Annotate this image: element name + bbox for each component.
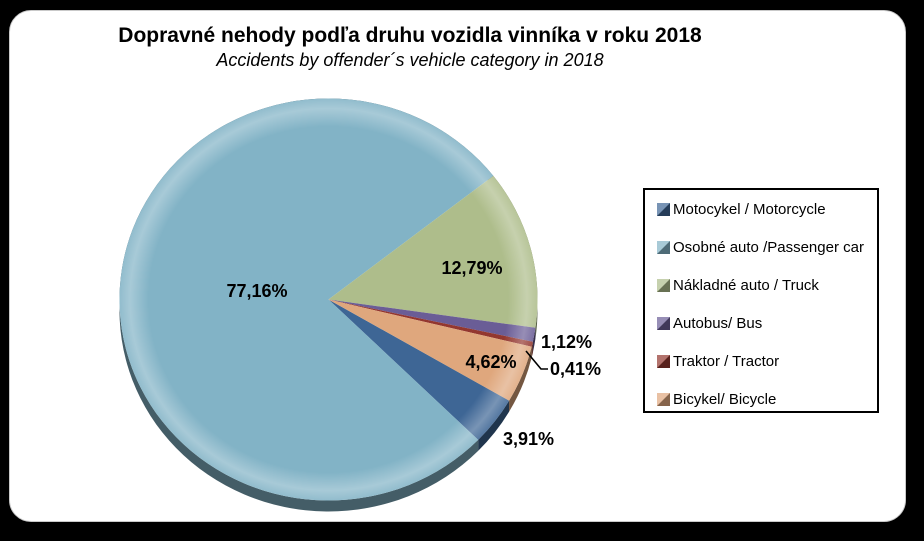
legend-label: Bicykel/ Bicycle xyxy=(673,390,777,408)
legend-label: Autobus/ Bus xyxy=(673,314,763,332)
pie-overlay xyxy=(119,98,548,501)
legend-item-passenger-car: Osobné auto /Passenger car xyxy=(657,228,877,266)
pie-chart: 3,91% 77,16% 12,79% 1,12% 0,41% 4,62% xyxy=(119,98,601,512)
legend-item-tractor: Traktor / Tractor xyxy=(657,342,877,380)
legend-swatch-tractor xyxy=(657,354,670,368)
pie-slice-label: 1,12% xyxy=(541,332,592,352)
pie-slice-side xyxy=(509,346,532,412)
legend-swatch-bus xyxy=(657,316,670,330)
chart-title: Dopravné nehody podľa druhu vozidla vinn… xyxy=(118,24,702,47)
pie-slice-label: 77,16% xyxy=(226,281,287,301)
legend-label: Motocykel / Motorcycle xyxy=(673,200,826,218)
pie-slice-label: 4,62% xyxy=(465,352,516,372)
label-leader-line xyxy=(525,350,548,370)
chart-subtitle: Accidents by offender´s vehicle category… xyxy=(216,50,604,71)
legend-label: Nákladné auto / Truck xyxy=(673,276,819,294)
legend: Motocykel / Motorcycle Osobné auto /Pass… xyxy=(643,188,879,413)
legend-label: Traktor / Tractor xyxy=(673,352,780,370)
legend-item-truck: Nákladné auto / Truck xyxy=(657,266,877,304)
legend-swatch-bicycle xyxy=(657,392,670,406)
legend-label: Osobné auto /Passenger car xyxy=(673,238,864,256)
title-block: Dopravné nehody podľa druhu vozidla vinn… xyxy=(10,23,810,71)
pie-slice-label: 3,91% xyxy=(503,429,554,449)
legend-item-bicycle: Bicykel/ Bicycle xyxy=(657,380,877,411)
pie-slice-side xyxy=(532,327,536,353)
legend-swatch-passenger-car xyxy=(657,240,670,254)
pie-slice-label: 0,41% xyxy=(550,359,601,379)
legend-swatch-truck xyxy=(657,278,670,292)
pie-bevel-highlight xyxy=(119,98,538,501)
legend-item-motorcycle: Motocykel / Motorcycle xyxy=(657,190,877,228)
legend-swatch-motorcycle xyxy=(657,202,670,216)
chart-panel: Dopravné nehody podľa druhu vozidla vinn… xyxy=(9,10,906,522)
pie-labels: 3,91% 77,16% 12,79% 1,12% 0,41% 4,62% xyxy=(226,258,601,449)
pie-slice-side xyxy=(478,400,510,451)
legend-item-bus: Autobus/ Bus xyxy=(657,304,877,342)
pie-slice-side xyxy=(531,341,533,358)
pie-slice-label: 12,79% xyxy=(441,258,502,278)
